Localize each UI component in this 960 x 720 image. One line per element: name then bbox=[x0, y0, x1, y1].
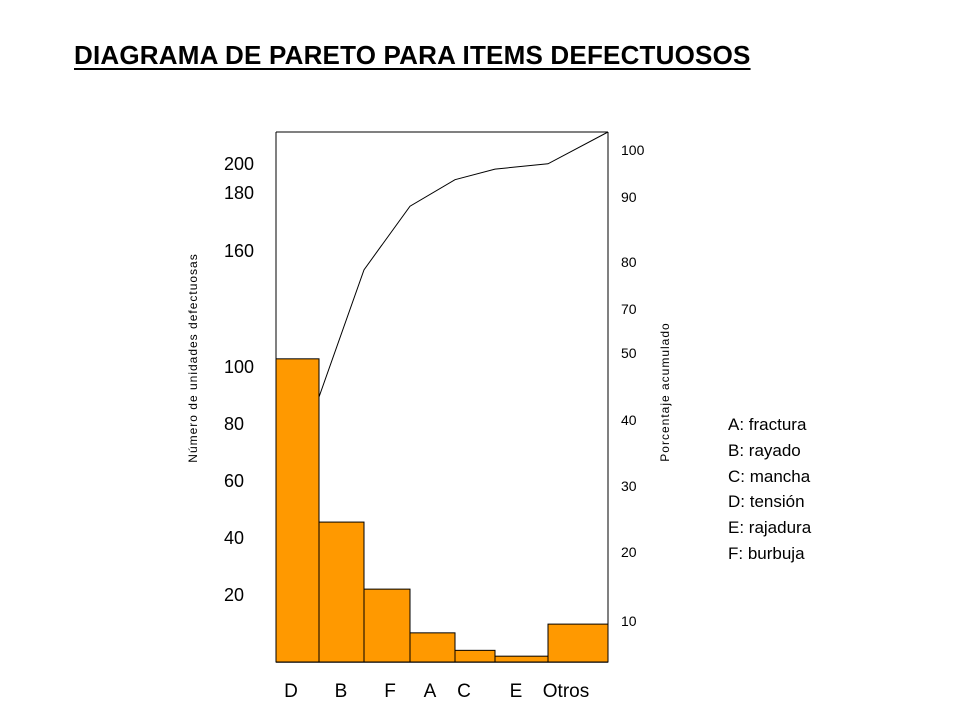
y-axis-label: Número de unidades defectuosas bbox=[186, 253, 200, 462]
legend-item: C: mancha bbox=[728, 466, 811, 486]
right-tick-label: 30 bbox=[621, 478, 637, 494]
legend-item: D: tensión bbox=[728, 492, 805, 512]
left-tick-label: 60 bbox=[224, 471, 244, 491]
bars bbox=[275, 358, 609, 663]
right-tick-label: 20 bbox=[621, 544, 637, 560]
bar-f bbox=[363, 588, 411, 663]
right-tick-label: 90 bbox=[621, 189, 637, 205]
legend-item: A: fractura bbox=[728, 415, 807, 434]
category-label-f: F bbox=[384, 681, 396, 702]
category-labels: D B F A C E Otros bbox=[284, 681, 589, 702]
left-tick-label: 80 bbox=[224, 414, 244, 434]
legend-item: F: burbuja bbox=[728, 543, 805, 563]
right-tick-label: 70 bbox=[621, 301, 637, 317]
left-tick-label: 160 bbox=[224, 241, 254, 261]
left-tick-label: 200 bbox=[224, 154, 254, 174]
left-tick-label: 100 bbox=[224, 357, 254, 377]
right-tick-label: 50 bbox=[621, 345, 637, 361]
category-label-d: D bbox=[284, 681, 298, 702]
bar-e bbox=[494, 655, 549, 663]
category-label-b: B bbox=[335, 681, 348, 702]
defect-legend: A: fractura B: rayado C: mancha D: tensi… bbox=[728, 412, 811, 567]
chart-title: DIAGRAMA DE PARETO PARA ITEMS DEFECTUOSO… bbox=[74, 40, 751, 70]
category-label-a: A bbox=[424, 681, 437, 702]
right-tick-label: 80 bbox=[621, 254, 637, 270]
bar-d bbox=[275, 358, 320, 663]
right-tick-label: 40 bbox=[621, 412, 637, 428]
right-tick-label: 10 bbox=[621, 613, 637, 629]
left-axis-ticks: 20 40 60 80 100 160 180 200 bbox=[224, 154, 254, 605]
bar-c bbox=[454, 649, 496, 663]
bar-b bbox=[318, 521, 365, 663]
right-axis-ticks: 10 20 30 40 50 70 80 90 100 bbox=[621, 142, 645, 629]
bar-otros bbox=[547, 623, 609, 663]
category-label-c: C bbox=[457, 681, 471, 702]
category-label-otros: Otros bbox=[543, 681, 589, 702]
cumulative-percent-line bbox=[318, 131, 609, 398]
left-tick-label: 20 bbox=[224, 585, 244, 605]
category-label-e: E bbox=[510, 681, 523, 702]
left-tick-label: 180 bbox=[224, 183, 254, 203]
bar-a bbox=[409, 632, 456, 663]
right-tick-label: 100 bbox=[621, 142, 645, 158]
y2-axis-label: Porcentaje acumulado bbox=[658, 322, 672, 461]
left-tick-label: 40 bbox=[224, 528, 244, 548]
legend-item: B: rayado bbox=[728, 440, 801, 460]
legend-item: E: rajadura bbox=[728, 518, 812, 538]
